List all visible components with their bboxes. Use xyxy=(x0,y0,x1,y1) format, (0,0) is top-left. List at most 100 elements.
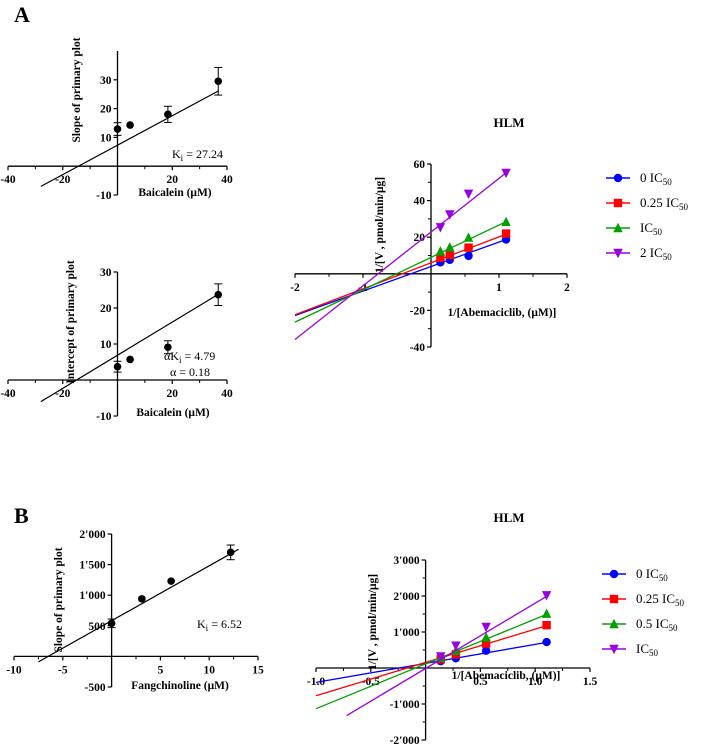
x-tick-label: 5 xyxy=(158,664,164,676)
fit-line xyxy=(40,293,220,403)
y-tick-label: 20 xyxy=(414,232,426,244)
series-point xyxy=(464,251,473,261)
x-tick-label: 1 xyxy=(496,282,502,294)
x-axis-label: Baicalein (μM) xyxy=(136,407,209,419)
chart-b-primary-slope: -10 -5 5 10 15 -500 500 1'000 1'500 2'000 Fangchin… xyxy=(6,529,264,694)
legend-marker xyxy=(609,644,619,655)
chart-a-lineweaver-burk: -2 -1 1 2 -40 -20 20 40 60 1/[Abemaciclib, (μM)] 1… xyxy=(290,115,688,354)
chart-a-primary-intercept: -40 -20 20 40 -10 10 20 30 Baicalein (μM) Interce… xyxy=(0,260,233,423)
y-tick-label: -2'000 xyxy=(390,735,420,746)
legend-marker xyxy=(613,198,623,208)
x-tick-label: -5 xyxy=(58,664,68,676)
series-fit-line xyxy=(315,624,549,697)
x-tick-label: 15 xyxy=(252,664,264,676)
legend-label: IC50 xyxy=(636,641,659,658)
data-point xyxy=(214,77,223,86)
x-tick-label: -40 xyxy=(0,388,16,400)
legend-label: IC50 xyxy=(640,220,663,237)
ki-annotation: Ki = 6.52 xyxy=(197,617,242,633)
x-axis-label: 1/[Abemaciclib, (μM)] xyxy=(452,670,561,682)
series-point xyxy=(501,229,511,238)
series-fit-line xyxy=(315,641,549,684)
data-point xyxy=(138,595,146,603)
y-tick-label: 30 xyxy=(100,267,112,279)
series-fit-line xyxy=(315,613,549,710)
legend-marker xyxy=(609,594,619,604)
y-tick-label: -500 xyxy=(85,682,106,694)
legend-label: 0.25 IC50 xyxy=(636,591,685,608)
y-tick-label: 10 xyxy=(100,132,112,144)
alpha-annotation: α = 0.18 xyxy=(170,365,210,379)
y-tick-label: 2'000 xyxy=(393,591,419,603)
panel-letter-a: A xyxy=(14,2,30,27)
x-tick-label: -10 xyxy=(6,664,22,676)
y-tick-label: 2'000 xyxy=(79,529,105,541)
legend-marker xyxy=(613,248,623,259)
data-point xyxy=(113,362,122,371)
series-point xyxy=(445,250,454,260)
y-tick-label: 1'500 xyxy=(79,560,105,572)
y-tick-label: 3'000 xyxy=(393,555,419,567)
data-point xyxy=(126,121,134,129)
x-tick-label: 1.0 xyxy=(528,676,543,688)
x-tick-label: 2 xyxy=(564,282,570,294)
y-tick-label: -10 xyxy=(96,190,112,202)
x-tick-label: 1.5 xyxy=(583,676,598,688)
y-tick-label: -40 xyxy=(410,342,426,354)
y-axis-label: Intercept of primary plot xyxy=(65,260,77,384)
series-point xyxy=(435,246,446,256)
x-tick-label: 10 xyxy=(203,664,215,676)
y-tick-label: 40 xyxy=(414,196,426,208)
x-axis-label: Fangchinoline (μM) xyxy=(131,680,229,692)
alpha-ki-annotation: αKi = 4.79 xyxy=(164,349,215,365)
series-point xyxy=(541,608,552,618)
series-point xyxy=(481,632,491,642)
x-tick-label: -40 xyxy=(0,174,16,186)
x-tick-label: 20 xyxy=(167,388,179,400)
fit-line xyxy=(38,548,239,663)
data-point xyxy=(164,110,172,119)
y-axis-label: Slope of primary plot xyxy=(53,547,65,652)
fit-line xyxy=(40,90,220,187)
x-tick-label: 40 xyxy=(221,174,233,186)
y-axis-label: 1/[V , pmol/min/μg] xyxy=(374,177,386,273)
legend-label: 2 IC50 xyxy=(640,245,672,262)
series-point xyxy=(501,216,511,227)
x-axis-label: 1/[Abemaciclib, (μM)] xyxy=(448,307,557,319)
data-point xyxy=(164,343,172,352)
series-point xyxy=(463,232,474,242)
legend-label: 0 IC50 xyxy=(636,566,668,583)
legend-label: 0.5 IC50 xyxy=(636,616,678,633)
y-tick-label: -20 xyxy=(410,305,426,317)
chart-b-lineweaver-burk: -1.0 -0.5 0.5 1.0 1.5-2'000-1'0001'0002'0003… xyxy=(307,510,685,746)
x-tick-label: 20 xyxy=(167,174,179,186)
data-point xyxy=(214,290,223,299)
y-tick-label: 500 xyxy=(88,621,106,633)
y-tick-label: 30 xyxy=(100,75,112,87)
data-point xyxy=(107,619,116,628)
x-tick-label: -20 xyxy=(55,388,71,400)
legend-marker xyxy=(609,569,619,579)
legend-label: 0 IC50 xyxy=(640,170,672,187)
chart-a-primary-slope: -40 -20 20 40 -10 10 20 30 Baicalein (μM) Slope o… xyxy=(0,37,233,202)
x-axis-label: Baicalein (μM) xyxy=(138,187,211,199)
series-point xyxy=(481,639,491,648)
series-point xyxy=(542,620,551,630)
series-point xyxy=(445,210,455,220)
data-point xyxy=(113,125,122,133)
series-point xyxy=(445,242,455,252)
series-fit-line xyxy=(294,233,507,316)
legend-marker xyxy=(613,222,623,233)
x-tick-label: -2 xyxy=(290,282,300,294)
series-fit-line xyxy=(294,238,507,317)
chart-title: HLM xyxy=(493,510,524,525)
panel-letter-b: B xyxy=(14,503,29,528)
ki-annotation: Ki = 27.24 xyxy=(172,147,223,163)
x-tick-label: 40 xyxy=(221,388,233,400)
series-point xyxy=(435,223,446,233)
y-axis-label: 1/[V , pmol/min/μg] xyxy=(367,574,379,670)
series-point xyxy=(542,637,551,647)
y-tick-label: 20 xyxy=(100,303,112,315)
legend-marker xyxy=(613,173,623,183)
